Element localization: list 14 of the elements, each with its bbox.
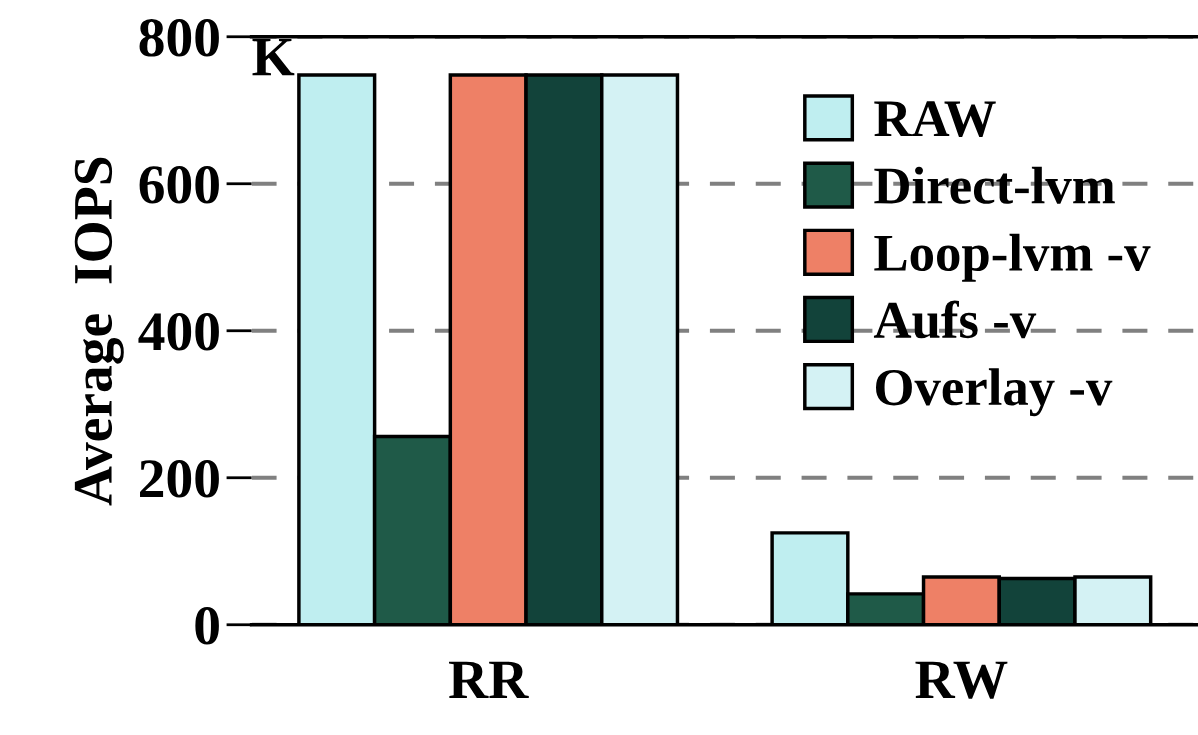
annotation: K [252,38,295,76]
y-tick-label: 800 [139,19,219,57]
y-tick-label: 200 [140,460,219,498]
legend-label: Loop-lvm -v [874,233,1151,282]
x-tick-label: RR [449,661,529,699]
y-tick-label: 400 [138,313,219,351]
x-tick-label: RW [915,661,1008,699]
y-tick-label: 600 [139,166,219,204]
legend-label: Direct-lvm [874,166,1115,204]
y-tick-label: 0 [195,607,219,645]
legend-label: Overlay -v [876,368,1113,417]
legend-label: Aufs -v [873,300,1037,339]
legend-label: RAW [874,101,996,137]
y-axis-title: Average IOPS [74,157,124,506]
